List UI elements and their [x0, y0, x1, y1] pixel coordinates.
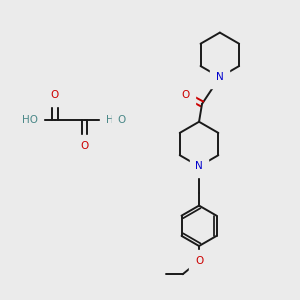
Text: O: O — [51, 90, 59, 100]
Text: HO: HO — [22, 115, 38, 125]
Text: N: N — [195, 161, 203, 171]
Text: O: O — [182, 90, 190, 100]
Text: O: O — [80, 140, 89, 151]
Text: H: H — [106, 115, 114, 125]
Text: O: O — [117, 115, 126, 125]
Text: O: O — [195, 256, 203, 266]
Text: N: N — [216, 72, 224, 82]
